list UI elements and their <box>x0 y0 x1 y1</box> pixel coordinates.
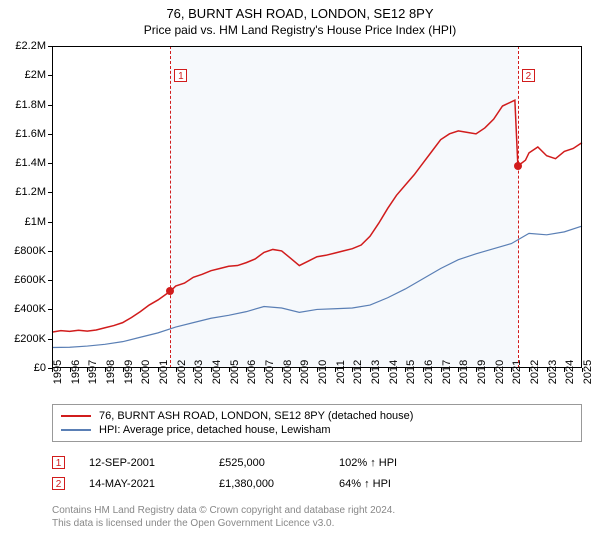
event-marker-cell: 2 <box>52 477 65 490</box>
y-tick-label: £2.2M <box>15 40 46 52</box>
price-chart: £0£200K£400K£600K£800K£1M£1.2M£1.4M£1.6M… <box>52 46 582 368</box>
attribution-line2: This data is licensed under the Open Gov… <box>52 517 582 530</box>
y-tick-label: £1.4M <box>15 157 46 169</box>
attribution-line1: Contains HM Land Registry data © Crown c… <box>52 504 582 517</box>
y-tick-label: £1.6M <box>15 128 46 140</box>
sale-point <box>514 162 522 170</box>
event-date: 14-MAY-2021 <box>89 478 219 490</box>
event-marker: 1 <box>174 69 187 82</box>
events-table: 1 12-SEP-2001£525,000102% ↑ HPI 2 14-MAY-20… <box>52 452 582 494</box>
legend-label: HPI: Average price, detached house, Lewi… <box>99 424 331 436</box>
series-line <box>52 226 582 347</box>
y-tick-label: £400K <box>14 303 46 315</box>
event-line <box>170 46 171 368</box>
y-tick-label: £600K <box>14 274 46 286</box>
legend-label: 76, BURNT ASH ROAD, LONDON, SE12 8PY (de… <box>99 410 413 422</box>
event-marker: 2 <box>522 69 535 82</box>
attribution: Contains HM Land Registry data © Crown c… <box>52 504 582 530</box>
legend-swatch <box>61 415 91 417</box>
y-tick-label: £200K <box>14 333 46 345</box>
y-tick-label: £800K <box>14 245 46 257</box>
page-title: 76, BURNT ASH ROAD, LONDON, SE12 8PY <box>0 0 600 21</box>
event-date: 12-SEP-2001 <box>89 457 219 469</box>
x-tick-label: 2025 <box>582 360 594 384</box>
event-hpi: 102% ↑ HPI <box>339 457 582 469</box>
event-row: 2 14-MAY-2021£1,380,00064% ↑ HPI <box>52 473 582 494</box>
event-price: £1,380,000 <box>219 478 339 490</box>
y-tick-label: £2M <box>25 69 46 81</box>
legend-row: HPI: Average price, detached house, Lewi… <box>61 423 573 437</box>
legend-box: 76, BURNT ASH ROAD, LONDON, SE12 8PY (de… <box>52 404 582 442</box>
event-line <box>518 46 519 368</box>
event-hpi: 64% ↑ HPI <box>339 478 582 490</box>
event-row: 1 12-SEP-2001£525,000102% ↑ HPI <box>52 452 582 473</box>
chart-lines <box>52 46 582 368</box>
sale-point <box>166 287 174 295</box>
legend-row: 76, BURNT ASH ROAD, LONDON, SE12 8PY (de… <box>61 409 573 423</box>
y-tick-label: £1M <box>25 216 46 228</box>
y-tick-label: £0 <box>34 362 46 374</box>
event-price: £525,000 <box>219 457 339 469</box>
series-line <box>52 100 582 332</box>
legend-swatch <box>61 429 91 431</box>
page-subtitle: Price paid vs. HM Land Registry's House … <box>0 21 600 41</box>
event-marker-cell: 1 <box>52 456 65 469</box>
y-tick-label: £1.8M <box>15 99 46 111</box>
y-tick-label: £1.2M <box>15 186 46 198</box>
